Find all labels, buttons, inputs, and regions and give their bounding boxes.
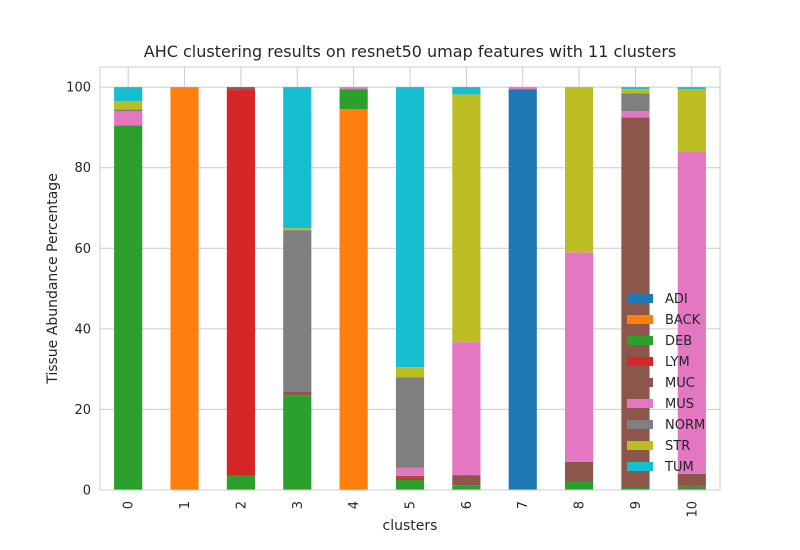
legend-swatch-lym bbox=[627, 357, 653, 366]
legend-label-adi: ADI bbox=[665, 292, 688, 307]
y-tick-label: 100 bbox=[66, 81, 91, 96]
x-tick-label: 1 bbox=[178, 501, 193, 509]
bar-segment-mus-cluster-8 bbox=[565, 252, 594, 462]
bar-segment-str-cluster-10 bbox=[677, 89, 706, 152]
bar-segment-deb-cluster-0 bbox=[114, 125, 143, 491]
legend-swatch-norm bbox=[627, 420, 653, 429]
legend: ADI BACK DEB LYM MUC MUS NORM STR TUM bbox=[627, 292, 705, 475]
bar-segment-adi-cluster-7 bbox=[508, 89, 537, 491]
legend-swatch-str bbox=[627, 441, 653, 450]
legend-swatch-tum bbox=[627, 462, 653, 471]
bar-segment-back-cluster-4 bbox=[339, 109, 368, 491]
x-tick-label: 3 bbox=[291, 501, 306, 509]
bar-segment-back-cluster-1 bbox=[170, 87, 199, 491]
x-tick-label: 8 bbox=[573, 501, 588, 509]
y-tick-label: 60 bbox=[74, 242, 91, 257]
plot-frame bbox=[99, 66, 721, 491]
x-tick-label: 2 bbox=[234, 501, 249, 509]
bar-segment-muc-cluster-8 bbox=[565, 461, 594, 482]
x-tick-labels: 0 1 2 3 4 5 6 7 8 9 10 bbox=[122, 501, 701, 518]
bar-segment-muc-cluster-6 bbox=[452, 475, 481, 486]
bar-segment-muc-cluster-3 bbox=[283, 391, 312, 396]
bar-segment-str-cluster-0 bbox=[114, 101, 143, 110]
bar-segment-mus-cluster-9 bbox=[621, 111, 650, 118]
bar-segment-mus-cluster-5 bbox=[395, 467, 425, 476]
bar-segment-deb-cluster-8 bbox=[565, 481, 594, 490]
legend-label-muc: MUC bbox=[665, 376, 695, 391]
legend-label-str: STR bbox=[665, 439, 690, 454]
legend-label-norm: NORM bbox=[665, 418, 705, 433]
legend-label-back: BACK bbox=[665, 313, 701, 328]
x-tick-label: 10 bbox=[685, 501, 700, 518]
x-tick-label: 4 bbox=[347, 501, 362, 509]
bar-segment-deb-cluster-6 bbox=[452, 485, 481, 490]
bar-segment-lym-cluster-2 bbox=[226, 89, 255, 476]
bar-segment-tum-cluster-6 bbox=[452, 87, 481, 95]
bar-segment-norm-cluster-5 bbox=[395, 377, 425, 468]
bar-segment-deb-cluster-3 bbox=[283, 395, 312, 490]
x-tick-label: 5 bbox=[404, 501, 419, 509]
y-tick-label: 80 bbox=[74, 161, 91, 176]
legend-swatch-deb bbox=[627, 336, 653, 345]
bar-segment-mus-cluster-4 bbox=[339, 87, 368, 90]
bar-segment-deb-cluster-4 bbox=[339, 89, 368, 110]
bar-segment-deb-cluster-9 bbox=[621, 487, 650, 490]
bar-segment-deb-cluster-5 bbox=[395, 479, 425, 490]
x-tick-label: 7 bbox=[516, 501, 531, 509]
bar-segment-deb-cluster-10 bbox=[677, 486, 706, 490]
bar-segment-lym-cluster-5 bbox=[395, 477, 425, 480]
y-tick-label: 40 bbox=[74, 322, 91, 337]
bar-segment-tum-cluster-3 bbox=[283, 87, 312, 229]
y-tick-label: 20 bbox=[74, 403, 91, 418]
bar-segment-mus-cluster-10 bbox=[677, 151, 706, 474]
x-tick-label: 9 bbox=[629, 501, 644, 509]
bar-segment-muc-cluster-5 bbox=[395, 475, 425, 478]
legend-label-deb: DEB bbox=[665, 334, 692, 349]
y-tick-labels: 0 20 40 60 80 100 bbox=[66, 81, 91, 499]
legend-label-mus: MUS bbox=[665, 397, 694, 412]
legend-swatch-back bbox=[627, 315, 653, 324]
bar-segment-tum-cluster-10 bbox=[677, 87, 706, 90]
legend-swatch-mus bbox=[627, 399, 653, 408]
y-axis-label: Tissue Abundance Percentage bbox=[45, 173, 61, 385]
legend-label-lym: LYM bbox=[665, 355, 690, 370]
bar-segment-mus-cluster-6 bbox=[452, 342, 481, 476]
bar-segment-tum-cluster-5 bbox=[395, 87, 425, 368]
bar-segment-tum-cluster-0 bbox=[114, 87, 143, 102]
bars bbox=[114, 87, 706, 491]
legend-swatch-adi bbox=[627, 294, 653, 303]
legend-swatch-muc bbox=[627, 378, 653, 387]
x-axis-label: clusters bbox=[383, 518, 438, 534]
x-tick-label: 6 bbox=[460, 501, 475, 509]
bar-segment-str-cluster-8 bbox=[565, 87, 594, 253]
legend-label-tum: TUM bbox=[664, 460, 694, 475]
bar-segment-str-cluster-6 bbox=[452, 94, 481, 343]
bar-segment-deb-cluster-2 bbox=[226, 475, 255, 490]
bar-segment-str-cluster-3 bbox=[283, 228, 312, 231]
chart-title: AHC clustering results on resnet50 umap … bbox=[144, 42, 676, 61]
bar-segment-mus-cluster-7 bbox=[508, 87, 537, 90]
bar-segment-muc-cluster-2 bbox=[226, 87, 255, 90]
bar-segment-norm-cluster-3 bbox=[283, 230, 312, 392]
bar-segment-norm-cluster-0 bbox=[114, 109, 143, 112]
bar-segment-str-cluster-9 bbox=[621, 89, 650, 94]
bar-segment-muc-cluster-10 bbox=[677, 473, 706, 487]
y-tick-label: 0 bbox=[83, 484, 91, 499]
bar-segment-tum-cluster-9 bbox=[621, 87, 650, 90]
x-tick-label: 0 bbox=[122, 501, 137, 509]
bar-segment-norm-cluster-9 bbox=[621, 93, 650, 112]
bar-segment-mus-cluster-0 bbox=[114, 111, 143, 126]
bar-segment-str-cluster-5 bbox=[395, 367, 425, 378]
